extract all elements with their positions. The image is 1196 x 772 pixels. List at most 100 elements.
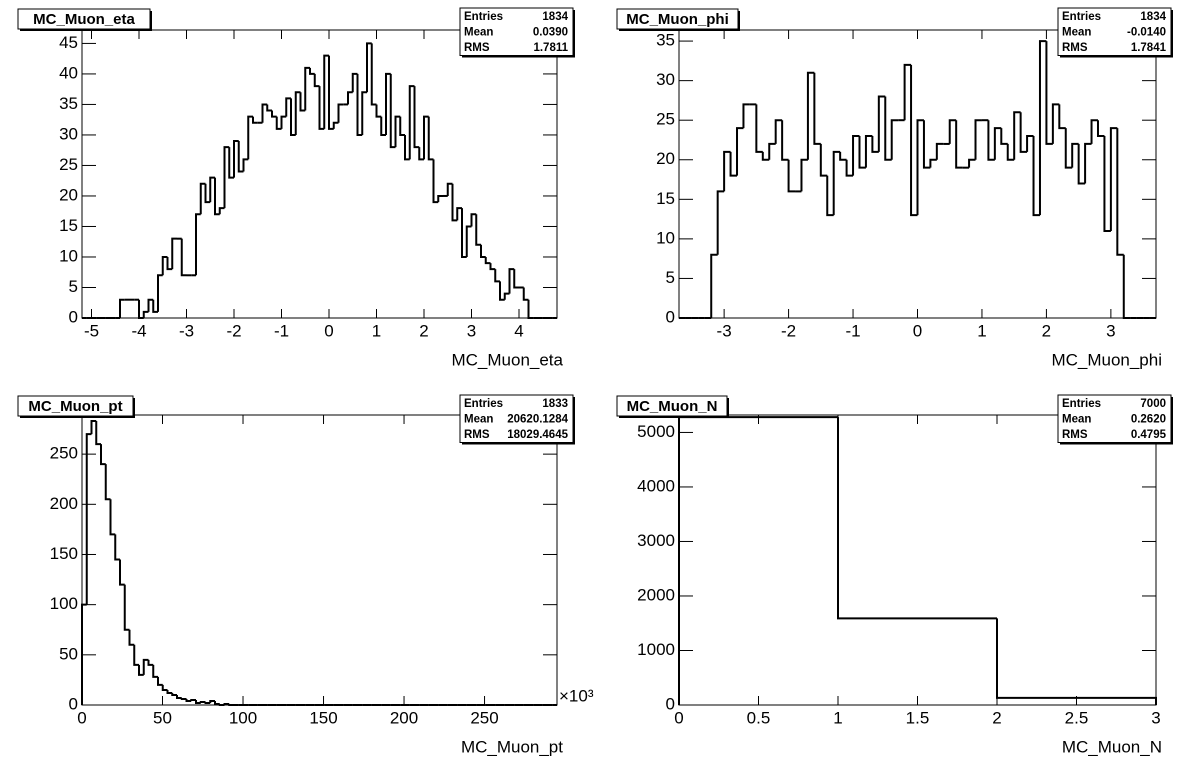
histogram-bin xyxy=(527,299,534,319)
histogram-bin xyxy=(1000,128,1008,145)
y-tick-label: 30 xyxy=(656,70,675,89)
histogram-bin xyxy=(142,310,149,318)
histogram-bin xyxy=(109,499,116,536)
title-box xyxy=(17,395,134,417)
histogram-bin xyxy=(761,151,770,161)
histogram-bin xyxy=(375,104,382,118)
histogram-bin xyxy=(787,159,796,193)
histogram-bin xyxy=(119,298,125,318)
histogram-bin xyxy=(161,684,168,691)
x-tick-label: 0 xyxy=(913,321,922,340)
histogram-bin xyxy=(370,43,377,106)
stats-label: Entries xyxy=(464,398,503,410)
histogram-bin xyxy=(1058,104,1066,130)
y-tick-label: 0 xyxy=(666,694,675,713)
stats-box xyxy=(1057,7,1172,56)
x-tick-label: 2 xyxy=(992,708,1001,727)
histogram-bin xyxy=(408,85,415,160)
histogram-bin xyxy=(180,697,187,700)
stats-label: RMS xyxy=(1062,42,1088,54)
stats-label: Mean xyxy=(464,413,493,425)
y-tick-label: 3000 xyxy=(637,531,675,550)
histogram-bin xyxy=(299,92,306,112)
histogram-bin xyxy=(935,142,944,160)
histogram-bin xyxy=(768,142,776,160)
histogram-bin xyxy=(413,86,420,149)
y-tick-label: 0 xyxy=(69,307,78,326)
histogram-bin xyxy=(522,287,529,301)
histogram-bin xyxy=(166,256,173,271)
histogram-bin xyxy=(1077,143,1086,185)
histogram-bin xyxy=(1026,135,1034,152)
histogram-bin xyxy=(1096,120,1105,138)
x-axis-title: MC_Muon_pt xyxy=(461,737,563,756)
histogram-bin xyxy=(710,253,718,318)
histogram-bin xyxy=(974,119,982,160)
histogram-bin xyxy=(100,444,106,466)
histogram-bin xyxy=(266,104,272,112)
histogram-bin xyxy=(922,120,931,169)
histogram-bin xyxy=(275,116,282,130)
stats-label: RMS xyxy=(464,42,490,54)
histogram-bin xyxy=(446,182,453,196)
histogram-bin xyxy=(1032,136,1040,217)
histogram-bin xyxy=(955,120,963,169)
stats-box xyxy=(459,7,574,56)
stats-box xyxy=(1057,394,1172,443)
histogram-bin xyxy=(1090,119,1098,144)
histogram-bin xyxy=(389,73,396,149)
histogram-bin xyxy=(864,135,873,168)
x-tick-label: -1 xyxy=(274,321,289,340)
y-tick-label: 30 xyxy=(59,124,78,143)
y-tick-label: 250 xyxy=(50,444,78,463)
histogram-bin xyxy=(209,699,215,703)
histogram-bin xyxy=(503,292,510,300)
histogram-bin xyxy=(800,158,808,192)
histogram-bin xyxy=(138,299,144,319)
histogram-bin xyxy=(190,698,196,701)
histogram-bin xyxy=(142,658,149,675)
histogram-bin xyxy=(427,116,434,161)
x-tick-label: -3 xyxy=(179,321,194,340)
histogram-bin xyxy=(223,146,230,209)
x-tick-label: 0 xyxy=(77,708,86,727)
y-tick-label: 35 xyxy=(656,31,675,50)
y-tick-label: 35 xyxy=(59,94,78,113)
histogram-bin xyxy=(152,299,158,313)
x-tick-label: 3 xyxy=(1151,708,1160,727)
y-tick-label: 50 xyxy=(59,644,78,663)
stats-label: Mean xyxy=(1062,413,1091,425)
histogram-bin xyxy=(147,659,154,666)
histogram-bin xyxy=(1116,128,1124,256)
y-tick-label: 4000 xyxy=(637,476,675,495)
histogram-bin xyxy=(890,119,899,160)
histogram-bin xyxy=(161,255,168,276)
histogram-bin xyxy=(1109,127,1118,231)
histogram-bin xyxy=(385,72,391,135)
y-tick-label: 10 xyxy=(59,246,78,265)
x-axis-exponent: ×10³ xyxy=(559,686,594,705)
histogram-bin xyxy=(204,701,211,704)
histogram-bin xyxy=(774,119,783,144)
histogram-bin xyxy=(723,150,731,192)
x-tick-label: 0 xyxy=(674,708,683,727)
histogram-bin xyxy=(465,225,472,257)
x-tick-label: 1 xyxy=(977,321,986,340)
histogram-bin xyxy=(166,689,173,694)
histogram-bin xyxy=(214,700,220,705)
stats-label: Mean xyxy=(1062,26,1091,38)
histogram-bin xyxy=(1064,128,1073,169)
histogram-bin xyxy=(716,190,725,255)
histogram-bin xyxy=(903,63,912,121)
x-axis-title: MC_Muon_N xyxy=(1062,737,1162,756)
histogram-bin xyxy=(133,644,139,666)
title-box xyxy=(616,395,728,417)
histogram-bin xyxy=(852,135,860,176)
histogram-bin xyxy=(237,141,244,173)
x-tick-label: -1 xyxy=(845,321,860,340)
histogram-bin xyxy=(304,66,310,111)
histogram-bin xyxy=(228,703,234,706)
histogram-bin xyxy=(968,158,976,168)
histogram-bin xyxy=(1103,136,1111,232)
stats-box xyxy=(459,394,574,443)
